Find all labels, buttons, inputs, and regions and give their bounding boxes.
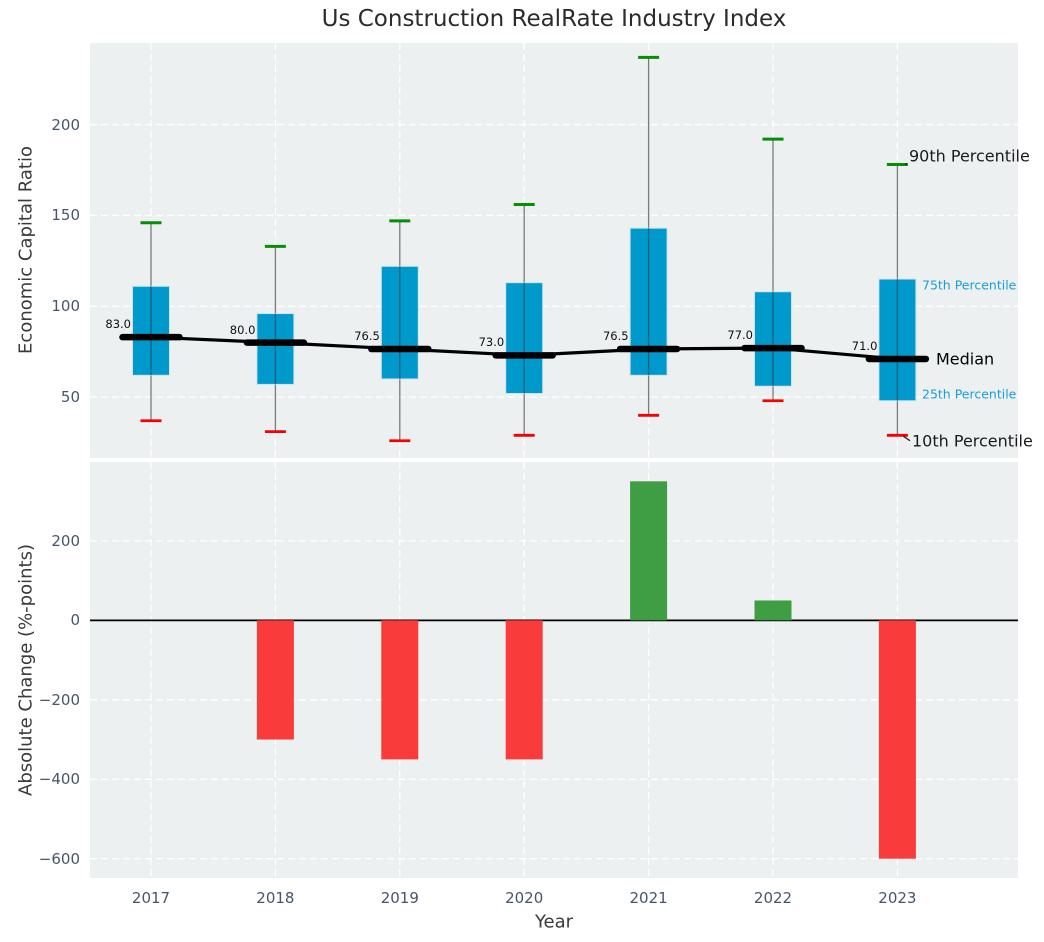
bottom-plot-background xyxy=(90,462,1018,878)
median-value-label-2022: 77.0 xyxy=(727,328,753,343)
median-value-label-2019: 76.5 xyxy=(354,328,380,343)
median-value-label-2017: 83.0 xyxy=(105,317,131,332)
y-tick-top-200: 200 xyxy=(51,115,80,134)
bar-2020 xyxy=(505,620,543,760)
annotation-p10: 10th Percentile xyxy=(912,431,1033,451)
bar-2018 xyxy=(256,620,294,740)
y-tick-bottom-−400: −400 xyxy=(38,770,80,789)
annotation-leader-10th xyxy=(903,435,911,442)
x-tick-2022: 2022 xyxy=(753,889,793,907)
y-tick-bottom-−200: −200 xyxy=(38,690,80,709)
x-tick-2019: 2019 xyxy=(380,889,419,907)
bar-2019 xyxy=(381,620,419,760)
annotation-leader-90th xyxy=(905,163,908,166)
median-value-label-2023: 71.0 xyxy=(851,338,878,353)
x-axis-label: Year xyxy=(534,911,574,933)
x-tick-2018: 2018 xyxy=(256,889,295,907)
y-tick-top-50: 50 xyxy=(60,388,80,407)
top-plot-background xyxy=(90,43,1018,458)
x-tick-2020: 2020 xyxy=(505,889,544,907)
y-tick-top-150: 150 xyxy=(51,206,80,225)
x-tick-2017: 2017 xyxy=(131,889,171,907)
median-value-label-2021: 76.5 xyxy=(602,328,629,343)
y-axis-label-top: Economic Capital Ratio xyxy=(15,146,37,354)
chart-title: Us Construction RealRate Industry Index xyxy=(321,6,787,32)
annotation-median: Median xyxy=(936,349,995,369)
y-tick-bottom-−600: −600 xyxy=(38,849,80,868)
y-tick-bottom-200: 200 xyxy=(51,531,80,550)
annotation-p25: 25th Percentile xyxy=(922,386,1017,402)
bar-2021 xyxy=(630,481,668,621)
y-tick-top-100: 100 xyxy=(51,297,80,316)
y-axis-label-bottom: Absolute Change (%-points) xyxy=(15,544,37,796)
bar-2023 xyxy=(878,620,916,859)
bar-2022 xyxy=(754,600,792,621)
annotation-p90: 90th Percentile xyxy=(909,146,1030,166)
annotation-p75: 75th Percentile xyxy=(922,277,1017,293)
x-tick-2021: 2021 xyxy=(629,889,668,907)
x-tick-2023: 2023 xyxy=(878,889,917,907)
y-tick-bottom-0: 0 xyxy=(70,611,80,630)
median-value-label-2020: 73.0 xyxy=(478,335,505,350)
median-value-label-2018: 80.0 xyxy=(229,322,256,337)
